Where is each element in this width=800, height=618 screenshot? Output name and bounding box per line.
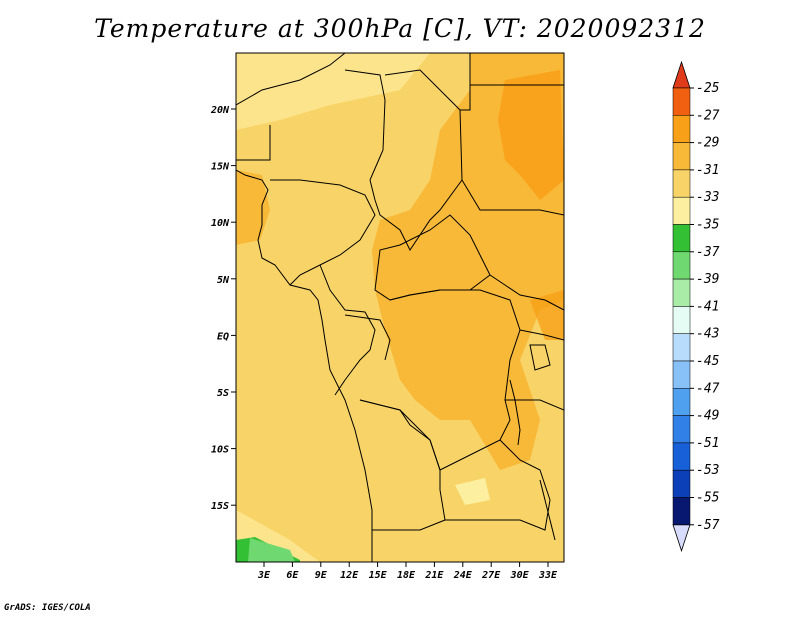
colorbar-swatch: [672, 333, 691, 362]
colorbar-label: -49: [696, 409, 719, 424]
colorbar-label: -55: [696, 491, 720, 506]
colorbar-label: -33: [696, 190, 719, 205]
colorbar-label: -31: [696, 163, 719, 178]
lat-tick-label: 5N: [217, 275, 230, 286]
colorbar-label: -47: [696, 381, 720, 396]
lat-tick-label: EQ: [217, 331, 229, 342]
lat-tick-label: 20N: [210, 105, 230, 116]
colorbar-swatch: [672, 142, 691, 171]
colorbar-swatch: [672, 360, 691, 389]
colorbar-swatch: [672, 415, 691, 444]
field-patch-lakes: [530, 290, 564, 340]
chart-title: Temperature at 300hPa [C], VT: 202009231…: [94, 14, 706, 43]
lon-tick-label: 18E: [397, 570, 416, 581]
colorbar-swatch: [672, 196, 691, 225]
lon-tick-label: 3E: [257, 570, 271, 581]
lat-tick-label: 15N: [211, 162, 230, 173]
colorbar-label: -51: [696, 436, 719, 451]
colorbar-swatch: [672, 306, 691, 334]
lat-tick-label: 5S: [217, 388, 229, 399]
lon-tick-label: 27E: [481, 570, 501, 581]
colorbar-swatch: [672, 497, 691, 526]
credit-text: GrADS: IGES/COLA: [4, 603, 91, 613]
colorbar-label: -43: [696, 327, 719, 342]
colorbar-bottom-arrow: [672, 524, 691, 553]
colorbar-label: -27: [696, 108, 720, 123]
colorbar-label: -25: [696, 81, 720, 96]
lon-tick-label: 21E: [424, 570, 444, 581]
field-cool-north: [236, 53, 430, 130]
colorbar-label: -45: [696, 354, 720, 369]
field-patch-lightgreen: [248, 538, 295, 562]
lon-tick-label: 6E: [286, 570, 299, 581]
colorbar-swatch: [672, 442, 691, 471]
lon-tick-label: 9E: [315, 570, 328, 581]
lat-tick-label: 15S: [211, 501, 229, 512]
colorbar-label: -57: [696, 518, 720, 533]
temperature-field: [236, 53, 564, 562]
lon-tick-label: 12E: [340, 570, 359, 581]
colorbar-top-arrow: [672, 60, 691, 89]
map-frame: [235, 52, 565, 563]
colorbar-label: -29: [696, 136, 719, 151]
lon-tick-label: 33E: [538, 570, 558, 581]
colorbar-swatch: [672, 251, 691, 280]
country-borders: [236, 53, 564, 562]
colorbar-label: -41: [696, 299, 719, 314]
colorbar-swatch: [672, 224, 691, 253]
lon-tick-label: 15E: [369, 570, 388, 581]
lat-tick-label: 10N: [211, 218, 230, 229]
colorbar-swatch: [672, 169, 691, 198]
colorbar-swatch: [672, 87, 691, 116]
colorbar-swatch: [672, 115, 691, 143]
lon-tick-label: 30E: [510, 570, 530, 581]
colorbar: -25 -27 -29 -31 -33 -35 -37 -39 -41 -43 -45 -47 -49 -…: [672, 60, 720, 553]
colorbar-label: -35: [696, 218, 720, 233]
latitude-axis: 20N 15N 10N 5N EQ 5S 10S 15S: [210, 105, 236, 512]
lon-tick-label: 24E: [453, 570, 473, 581]
colorbar-label: -37: [696, 245, 720, 260]
field-patch-ne: [498, 70, 564, 200]
colorbar-label: -39: [696, 272, 719, 287]
colorbar-swatch: [672, 469, 691, 498]
colorbar-label: -53: [696, 463, 719, 478]
colorbar-swatch: [672, 278, 691, 307]
lat-tick-label: 10S: [211, 445, 229, 456]
field-patch-south: [455, 478, 490, 505]
longitude-axis: 3E 6E 9E 12E 15E 18E 21E 24E 27E 30E 33E: [257, 562, 558, 581]
colorbar-swatch: [672, 388, 691, 416]
